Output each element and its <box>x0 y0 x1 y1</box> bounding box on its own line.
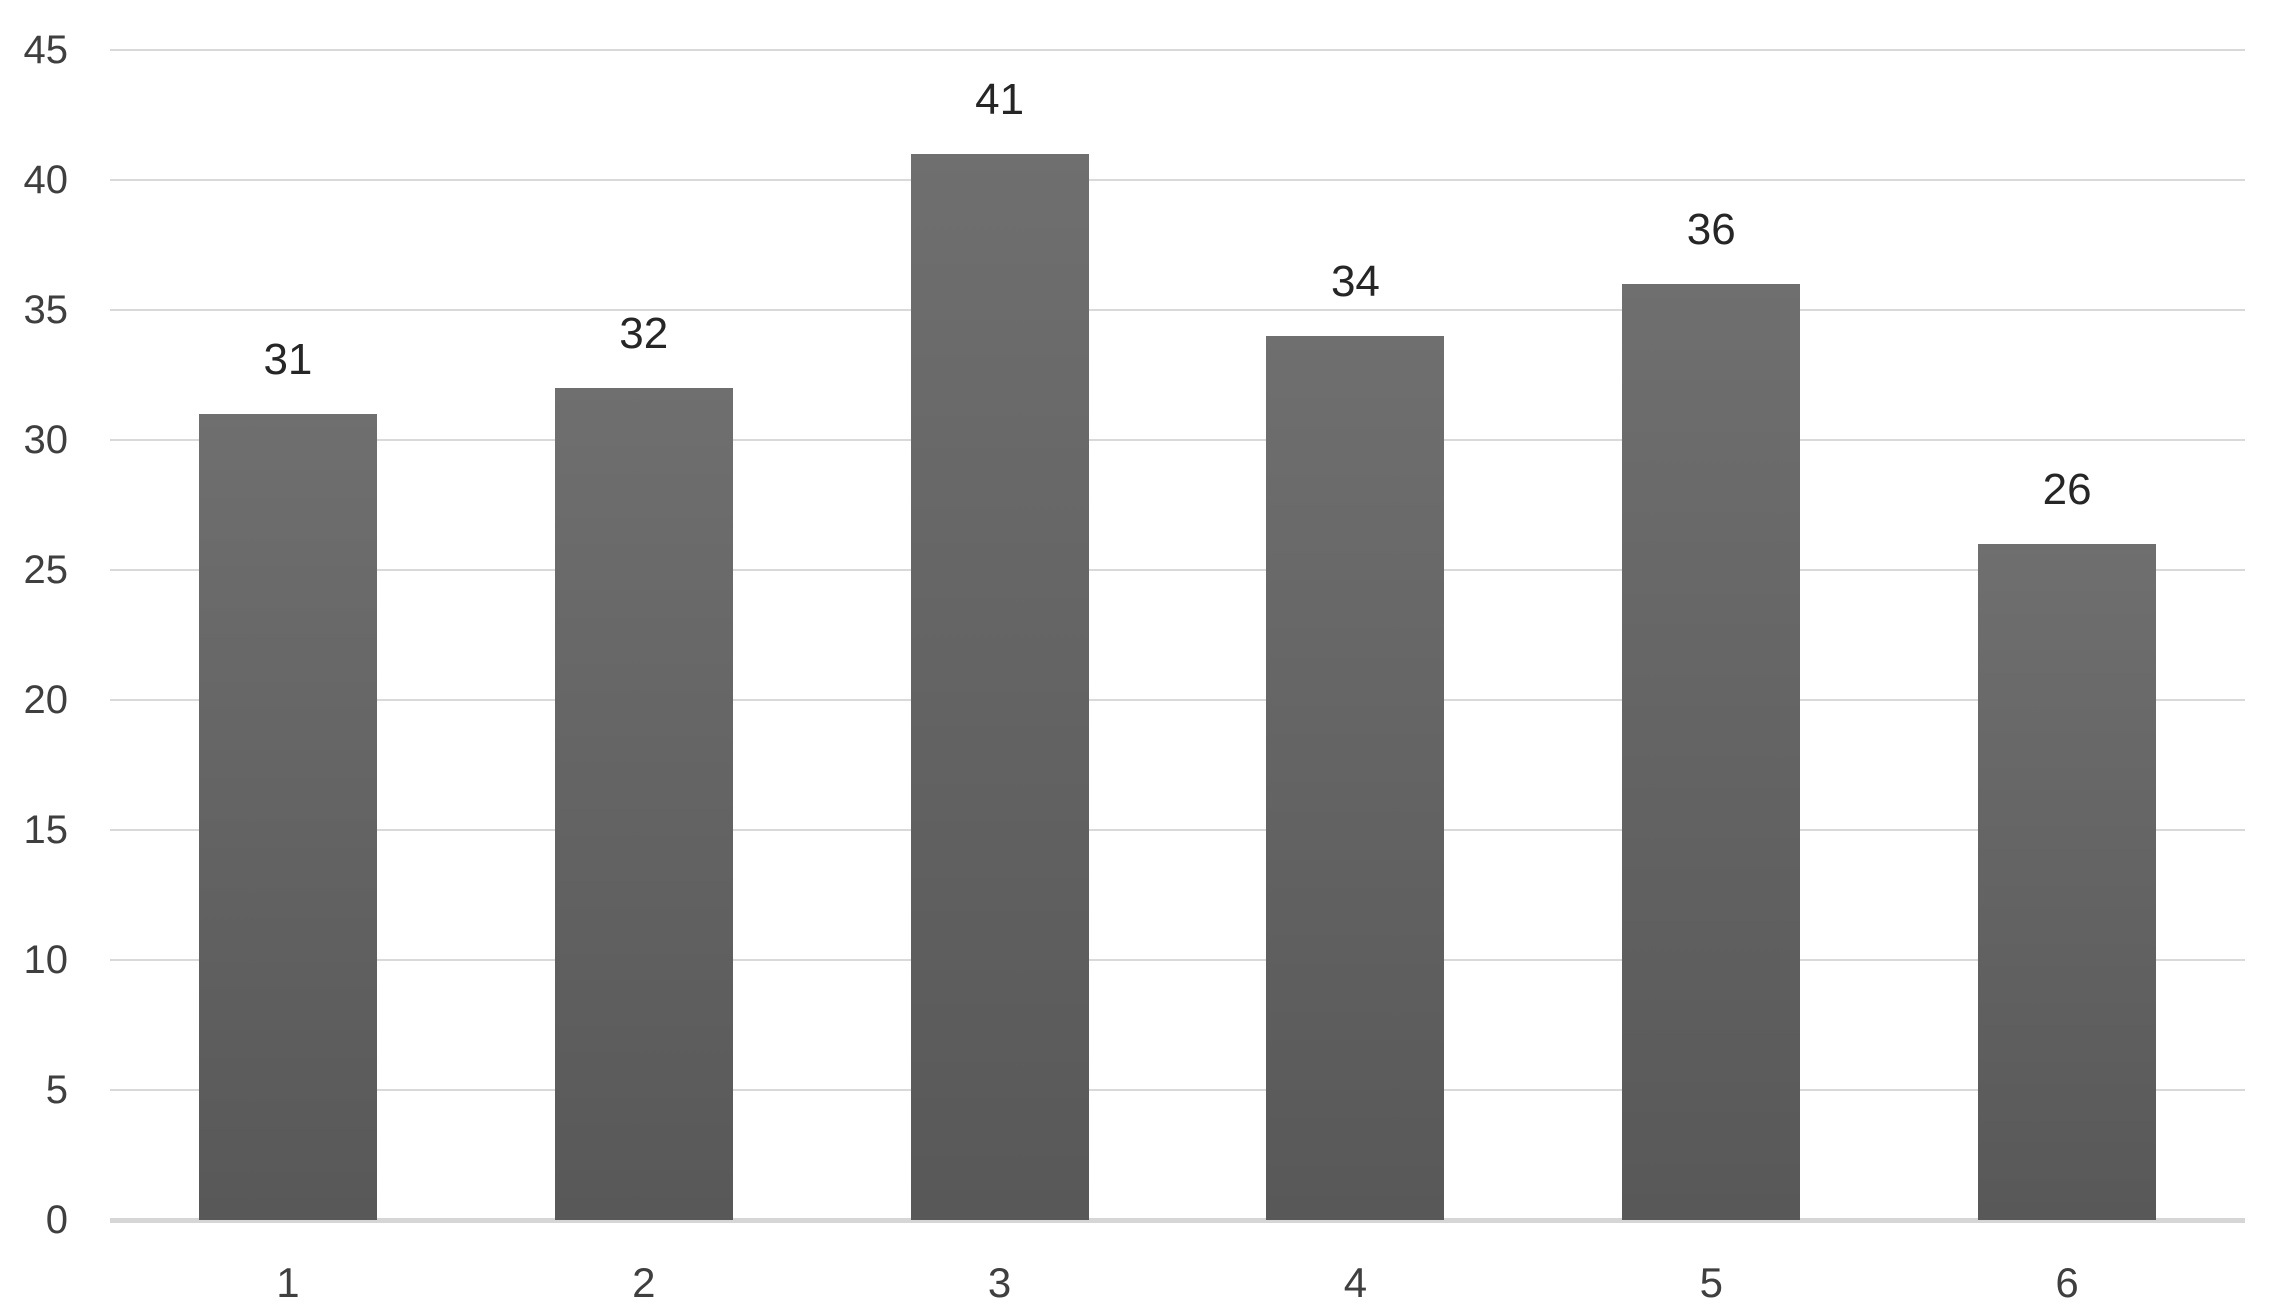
bar-value-label: 31 <box>263 335 313 384</box>
gridline <box>110 179 2245 181</box>
bar-value-label: 34 <box>1330 257 1380 306</box>
gridline <box>110 959 2245 961</box>
bar-slot: 36 5 <box>1533 50 1889 1304</box>
gridline <box>110 439 2245 441</box>
bar-value-label: 26 <box>2042 465 2092 514</box>
x-tick-label: 4 <box>1343 1259 1368 1306</box>
x-tick-label: 3 <box>987 1259 1012 1306</box>
bar-value-label: 41 <box>975 75 1025 124</box>
y-tick-label: 40 <box>23 158 69 202</box>
y-tick-label: 35 <box>23 288 69 332</box>
bar-slot: 32 2 <box>466 50 822 1304</box>
gridline <box>110 49 2245 51</box>
x-tick-label: 6 <box>2055 1259 2079 1306</box>
x-axis-line <box>110 1218 2245 1223</box>
bar-slot: 34 4 <box>1178 50 1534 1304</box>
y-tick-label: 10 <box>23 938 69 982</box>
gridline <box>110 309 2245 311</box>
y-tick-label: 25 <box>23 548 69 592</box>
plot-area: 31 1 32 2 41 3 34 4 36 5 26 6 <box>110 49 2245 1304</box>
bar <box>1266 336 1445 1220</box>
x-tick-label: 1 <box>276 1259 300 1306</box>
gridline <box>110 1089 2245 1091</box>
y-tick-label: 20 <box>23 678 69 722</box>
y-tick-label: 30 <box>23 418 69 462</box>
y-tick-label: 45 <box>23 28 69 72</box>
bar-value-label: 32 <box>619 309 669 358</box>
bar <box>554 388 733 1220</box>
bar-value-label: 36 <box>1686 205 1736 254</box>
bar-slot: 41 3 <box>822 50 1178 1304</box>
gridline <box>110 829 2245 831</box>
bar <box>910 154 1089 1220</box>
y-tick-label: 5 <box>45 1068 68 1112</box>
y-tick-label: 15 <box>23 808 69 852</box>
bar-slot: 26 6 <box>1889 50 2245 1304</box>
y-tick-label: 0 <box>45 1198 68 1242</box>
bar-slot: 31 1 <box>110 50 466 1304</box>
x-tick-label: 5 <box>1699 1259 1723 1306</box>
gridline <box>110 569 2245 571</box>
bar <box>198 414 377 1220</box>
bar <box>1622 284 1801 1220</box>
gridline <box>110 699 2245 701</box>
x-tick-label: 2 <box>632 1259 656 1306</box>
bar <box>1978 544 2157 1220</box>
